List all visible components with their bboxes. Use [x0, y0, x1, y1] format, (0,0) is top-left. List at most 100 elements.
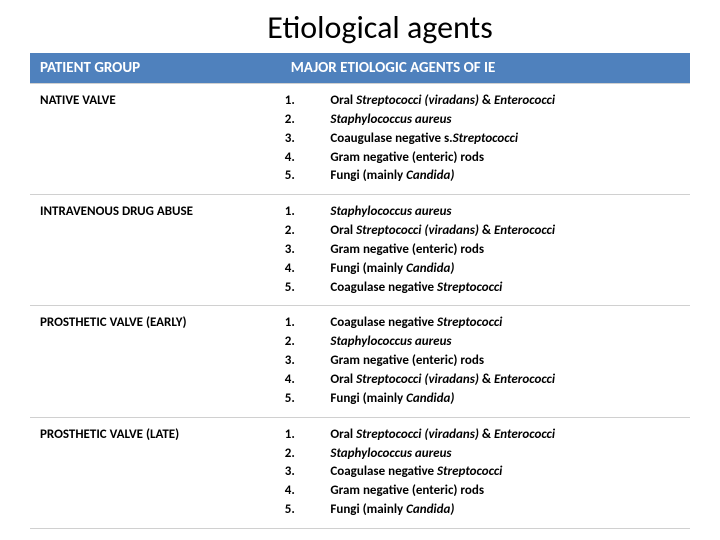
agent-text: Coaugulase negative s. — [330, 131, 452, 146]
agent-number: 2. — [285, 111, 315, 130]
patient-group-cell: PROSTHETIC VALVE (LATE) — [30, 417, 281, 528]
agent-text: Enterococci — [494, 223, 555, 238]
agent-line: Fungi (mainly Candida) — [330, 390, 684, 409]
agent-number: 4. — [285, 149, 315, 168]
agent-text: & — [482, 93, 494, 108]
agent-text: Enterococci — [494, 372, 555, 387]
table-row: PROSTHETIC VALVE (EARLY)1.2.3.4.5.Coagul… — [30, 306, 690, 417]
agent-text: Streptococci (viradans) — [356, 372, 482, 387]
agent-text: Enterococci — [494, 427, 555, 442]
agent-line: Staphylococcus aureus — [330, 111, 684, 130]
table-row: PROSTHETIC VALVE (LATE)1.2.3.4.5. Oral St… — [30, 417, 690, 528]
agent-number: 1. — [285, 92, 315, 111]
col-header-patient-group: PATIENT GROUP — [30, 53, 281, 84]
agent-text: Candida) — [406, 391, 454, 406]
agent-line: Coagulase negative Streptococci — [330, 314, 684, 333]
patient-group-cell: INTRAVENOUS DRUG ABUSE — [30, 195, 281, 306]
agent-text: Streptococci — [437, 464, 502, 479]
patient-group-cell: NATIVE VALVE — [30, 84, 281, 195]
agent-text: Streptococci — [437, 280, 502, 295]
agent-text: & — [482, 372, 494, 387]
agent-number-cell: 1.2.3.4.5. — [281, 84, 321, 195]
agent-text: Staphylococcus aureus — [330, 112, 451, 127]
slide-title: Etiological agents — [70, 8, 690, 47]
agent-text: Gram negative (enteric) rods — [330, 150, 484, 165]
agent-number: 3. — [285, 241, 315, 260]
agent-line: Staphylococcus aureus — [330, 333, 684, 352]
agent-text: Oral — [330, 223, 356, 238]
agent-number: 5. — [285, 501, 315, 520]
agent-text: Oral — [330, 427, 356, 442]
agent-line: Coagulase negative Streptococci — [330, 463, 684, 482]
agent-text: Fungi (mainly — [330, 168, 406, 183]
agent-text: Staphylococcus aureus — [330, 446, 451, 461]
patient-group-cell: PROSTHETIC VALVE (EARLY) — [30, 306, 281, 417]
agent-number-cell: 1.2.3.4.5. — [281, 195, 321, 306]
agent-text: Staphylococcus aureus — [330, 334, 451, 349]
table-header-row: PATIENT GROUP MAJOR ETIOLOGIC AGENTS OF … — [30, 53, 690, 84]
table-row: INTRAVENOUS DRUG ABUSE1.2.3.4.5.Staphylo… — [30, 195, 690, 306]
agent-text: Streptococci (viradans) — [356, 93, 482, 108]
agent-line: Staphylococcus aureus — [330, 203, 684, 222]
agent-text: Gram negative (enteric) rods — [330, 242, 484, 257]
agent-text: Gram negative (enteric) rods — [330, 483, 484, 498]
agent-text: Coagulase negative — [330, 464, 437, 479]
agent-number: 3. — [285, 352, 315, 371]
agent-number: 3. — [285, 130, 315, 149]
agent-number: 5. — [285, 279, 315, 298]
agent-line: Fungi (mainly Candida) — [330, 260, 684, 279]
agent-number: 4. — [285, 482, 315, 501]
agent-line: Staphylococcus aureus — [330, 445, 684, 464]
agent-number: 2. — [285, 445, 315, 464]
agent-number-cell: 1.2.3.4.5. — [281, 417, 321, 528]
agent-text: Coagulase negative — [330, 280, 437, 295]
agent-text: Enterococci — [494, 93, 555, 108]
agent-text: Fungi (mainly — [330, 261, 406, 276]
agent-text: Gram negative (enteric) rods — [330, 353, 484, 368]
agent-line: Coagulase negative Streptococci — [330, 279, 684, 298]
agent-list-cell: Staphylococcus aureus Oral Streptococci (… — [320, 195, 690, 306]
agent-line: Gram negative (enteric) rods — [330, 482, 684, 501]
agent-line: Fungi (mainly Candida) — [330, 167, 684, 186]
col-header-agents: MAJOR ETIOLOGIC AGENTS OF IE — [281, 53, 690, 84]
agent-number: 4. — [285, 371, 315, 390]
agent-number: 5. — [285, 390, 315, 409]
agent-line: Oral Streptococci (viradans) & Enterococ… — [330, 426, 684, 445]
agent-line: Fungi (mainly Candida) — [330, 501, 684, 520]
agent-text: Staphylococcus aureus — [330, 204, 451, 219]
agent-text: Coagulase negative — [330, 315, 437, 330]
agent-text: Oral — [330, 93, 356, 108]
agent-line: Oral Streptococci (viradans) & Enterococ… — [330, 371, 684, 390]
agent-line: Coaugulase negative s.Streptococci — [330, 130, 684, 149]
agent-line: Gram negative (enteric) rods — [330, 241, 684, 260]
agent-number: 1. — [285, 203, 315, 222]
agent-text: Oral — [330, 372, 356, 387]
agent-number-cell: 1.2.3.4.5. — [281, 306, 321, 417]
agent-list-cell: Oral Streptococci (viradans) & Enterococ… — [320, 417, 690, 528]
slide: Etiological agents PATIENT GROUP MAJOR E… — [0, 0, 720, 540]
agent-number: 4. — [285, 260, 315, 279]
agent-number: 5. — [285, 167, 315, 186]
agent-number: 1. — [285, 426, 315, 445]
agent-number: 3. — [285, 463, 315, 482]
agent-text: Candida) — [406, 502, 454, 517]
agent-text: & — [482, 427, 494, 442]
agent-text: Fungi (mainly — [330, 502, 406, 517]
agent-list-cell: Coagulase negative StreptococciStaphyloc… — [320, 306, 690, 417]
agent-line: Gram negative (enteric) rods — [330, 352, 684, 371]
agent-number: 1. — [285, 314, 315, 333]
agent-text: Streptococci (viradans) — [356, 427, 482, 442]
table-row: NATIVE VALVE1.2.3.4.5. Oral Streptococci … — [30, 84, 690, 195]
agent-text: & — [482, 223, 494, 238]
agent-text: Streptococci — [453, 131, 518, 146]
agent-text: Streptococci (viradans) — [356, 223, 482, 238]
agent-list-cell: Oral Streptococci (viradans) & Enterococ… — [320, 84, 690, 195]
agent-number: 2. — [285, 222, 315, 241]
agent-text: Candida) — [406, 168, 454, 183]
agent-line: Oral Streptococci (viradans) & Enterococ… — [330, 222, 684, 241]
agent-line: Gram negative (enteric) rods — [330, 149, 684, 168]
agent-text: Candida) — [406, 261, 454, 276]
agent-number: 2. — [285, 333, 315, 352]
etiology-table: PATIENT GROUP MAJOR ETIOLOGIC AGENTS OF … — [30, 53, 690, 529]
agent-line: Oral Streptococci (viradans) & Enterococ… — [330, 92, 684, 111]
